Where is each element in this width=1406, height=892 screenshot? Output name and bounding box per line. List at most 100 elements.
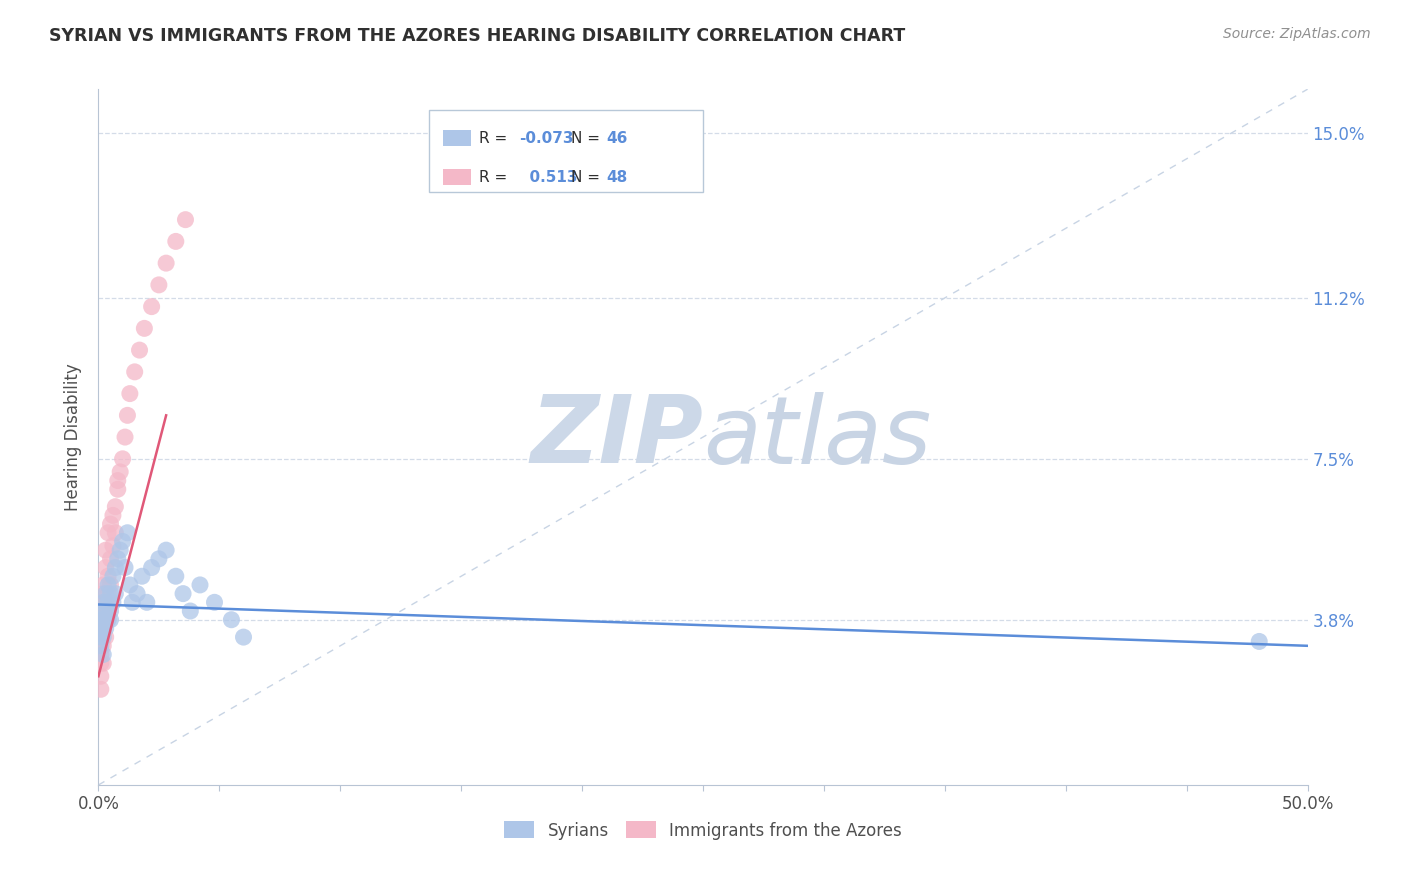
Immigrants from the Azores — [134, 321, 156, 335]
Syrians — [91, 595, 114, 609]
Syrians — [155, 543, 177, 558]
Immigrants from the Azores — [90, 595, 112, 609]
Syrians — [135, 595, 157, 609]
Syrians — [91, 648, 114, 662]
Text: SYRIAN VS IMMIGRANTS FROM THE AZORES HEARING DISABILITY CORRELATION CHART: SYRIAN VS IMMIGRANTS FROM THE AZORES HEA… — [49, 27, 905, 45]
Immigrants from the Azores — [100, 551, 122, 566]
Syrians — [94, 604, 117, 618]
Text: -0.073: -0.073 — [519, 131, 574, 146]
Syrians — [101, 569, 124, 583]
Text: 48: 48 — [606, 169, 627, 185]
Syrians — [172, 587, 194, 601]
Immigrants from the Azores — [90, 669, 112, 683]
Syrians — [221, 613, 243, 627]
Immigrants from the Azores — [97, 587, 120, 601]
Immigrants from the Azores — [124, 365, 146, 379]
Syrians — [90, 604, 112, 618]
Text: 46: 46 — [606, 131, 627, 146]
Text: 0.513: 0.513 — [519, 169, 578, 185]
Immigrants from the Azores — [107, 482, 129, 496]
Immigrants from the Azores — [94, 560, 117, 574]
Syrians — [90, 625, 112, 640]
Immigrants from the Azores — [107, 474, 129, 488]
Immigrants from the Azores — [97, 525, 120, 540]
Syrians — [94, 587, 117, 601]
Syrians — [91, 630, 114, 644]
Y-axis label: Hearing Disability: Hearing Disability — [65, 363, 83, 511]
Immigrants from the Azores — [90, 657, 112, 671]
Text: ZIP: ZIP — [530, 391, 703, 483]
Syrians — [90, 621, 112, 635]
Immigrants from the Azores — [91, 621, 114, 635]
Syrians — [117, 525, 139, 540]
Immigrants from the Azores — [91, 587, 114, 601]
Syrians — [141, 560, 163, 574]
Syrians — [91, 621, 114, 635]
Immigrants from the Azores — [101, 508, 124, 523]
Immigrants from the Azores — [104, 525, 127, 540]
Text: N =: N = — [571, 169, 605, 185]
Immigrants from the Azores — [91, 604, 114, 618]
Syrians — [97, 613, 120, 627]
Syrians — [90, 639, 112, 653]
Syrians — [1249, 634, 1271, 648]
Immigrants from the Azores — [91, 657, 114, 671]
Immigrants from the Azores — [148, 277, 170, 292]
Syrians — [101, 595, 124, 609]
Immigrants from the Azores — [91, 613, 114, 627]
Immigrants from the Azores — [97, 604, 120, 618]
Syrians — [100, 587, 122, 601]
Immigrants from the Azores — [90, 682, 112, 697]
Syrians — [204, 595, 226, 609]
Immigrants from the Azores — [104, 500, 127, 514]
Immigrants from the Azores — [90, 613, 112, 627]
Immigrants from the Azores — [128, 343, 150, 357]
Syrians — [100, 604, 122, 618]
Syrians — [131, 569, 153, 583]
Immigrants from the Azores — [94, 543, 117, 558]
Syrians — [165, 569, 187, 583]
Immigrants from the Azores — [118, 386, 141, 401]
Immigrants from the Azores — [97, 569, 120, 583]
Syrians — [114, 560, 136, 574]
Syrians — [100, 613, 122, 627]
Syrians — [91, 613, 114, 627]
Immigrants from the Azores — [94, 630, 117, 644]
Syrians — [94, 613, 117, 627]
Immigrants from the Azores — [90, 639, 112, 653]
Immigrants from the Azores — [117, 409, 139, 423]
Immigrants from the Azores — [111, 451, 134, 466]
Syrians — [90, 613, 112, 627]
Syrians — [188, 578, 211, 592]
Immigrants from the Azores — [155, 256, 177, 270]
Immigrants from the Azores — [100, 516, 122, 531]
Text: N =: N = — [571, 131, 605, 146]
Syrians — [90, 630, 112, 644]
Immigrants from the Azores — [114, 430, 136, 444]
Immigrants from the Azores — [141, 300, 163, 314]
Immigrants from the Azores — [100, 578, 122, 592]
Syrians — [232, 630, 254, 644]
Syrians — [97, 595, 120, 609]
Text: Source: ZipAtlas.com: Source: ZipAtlas.com — [1223, 27, 1371, 41]
Immigrants from the Azores — [165, 235, 187, 249]
Immigrants from the Azores — [90, 604, 112, 618]
Syrians — [104, 560, 127, 574]
Syrians — [148, 551, 170, 566]
Immigrants from the Azores — [90, 621, 112, 635]
Text: atlas: atlas — [703, 392, 931, 483]
Syrians — [179, 604, 201, 618]
Syrians — [118, 578, 141, 592]
Syrians — [111, 534, 134, 549]
Text: R =: R = — [479, 169, 513, 185]
Immigrants from the Azores — [90, 625, 112, 640]
Immigrants from the Azores — [90, 648, 112, 662]
Syrians — [127, 587, 149, 601]
Syrians — [108, 543, 131, 558]
Syrians — [121, 595, 143, 609]
Immigrants from the Azores — [108, 465, 131, 479]
Immigrants from the Azores — [94, 595, 117, 609]
Syrians — [97, 578, 120, 592]
Text: R =: R = — [479, 131, 513, 146]
Immigrants from the Azores — [174, 212, 197, 227]
